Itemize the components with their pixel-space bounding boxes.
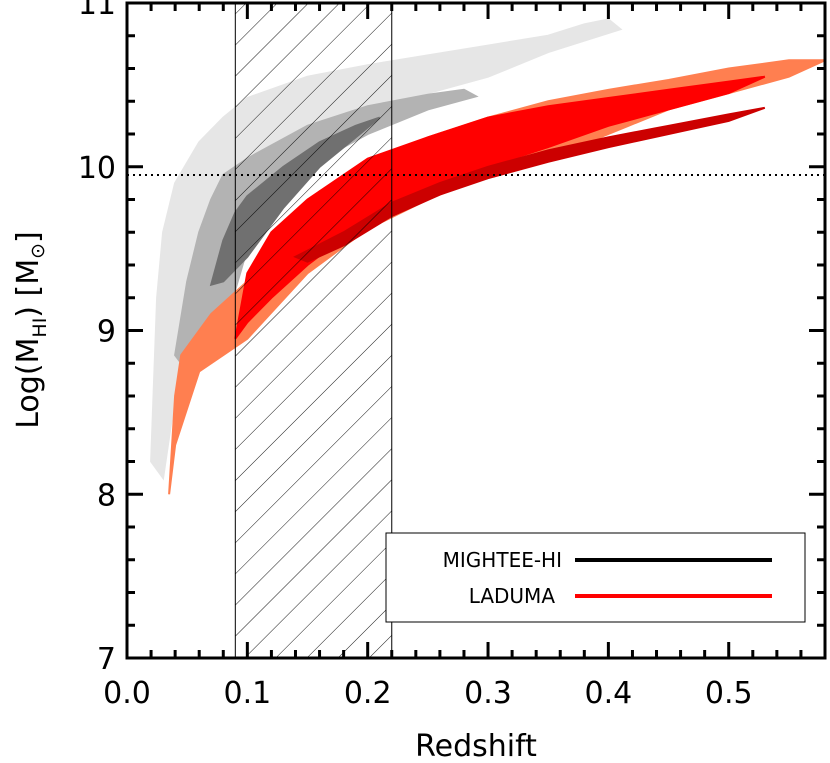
x-tick-label: 0.5 [705,676,753,711]
x-axis-title: Redshift [415,729,537,763]
y-tick-label: 7 [97,642,116,677]
y-tick-label: 9 [97,315,116,350]
x-tick-label: 0.1 [223,676,271,711]
hatched-region [234,2,393,659]
x-tick-label: 0.4 [585,676,633,711]
band-laduma-inner [293,106,766,263]
x-tick-label: 0.3 [464,676,512,711]
y-tick-label: 8 [97,478,116,513]
hatched-region-layer [234,2,393,659]
legend-box [385,532,806,623]
x-tick-label: 0.2 [344,676,392,711]
tick-labels: 0.0 0.1 0.2 0.3 0.4 0.5 7 8 9 10 11 [78,0,753,711]
legend-label-laduma: LADUMA [469,584,556,608]
legend: MIGHTEE-HI LADUMA [385,532,806,623]
y-tick-label: 10 [78,151,116,186]
plot-axes [125,1,827,660]
legend-label-mightee: MIGHTEE-HI [443,548,562,572]
y-tick-label: 11 [78,0,116,22]
x-tick-label: 0.0 [103,676,151,711]
y-axis-title: Log(MHI) [M⊙] [11,231,51,429]
